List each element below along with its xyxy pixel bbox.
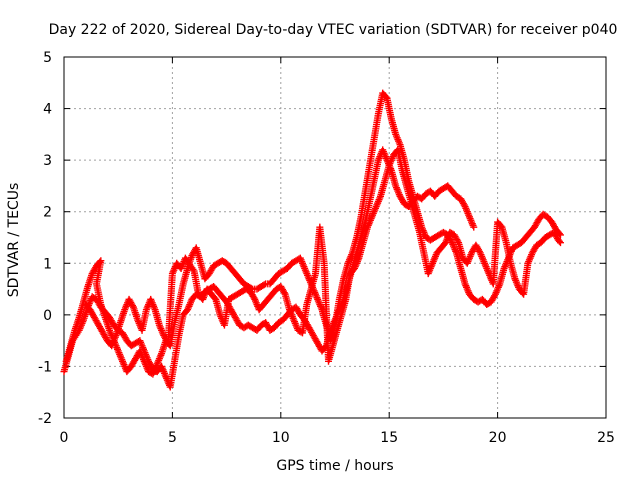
data-point bbox=[470, 223, 478, 231]
data-point bbox=[555, 237, 563, 245]
y-tick-label: 2 bbox=[43, 205, 52, 221]
x-tick-labels: 0 5 10 15 20 25 bbox=[60, 430, 615, 446]
x-tick-label: 25 bbox=[597, 430, 615, 446]
y-tick-label: 1 bbox=[43, 256, 52, 272]
x-tick-label: 10 bbox=[272, 430, 290, 446]
axis-ticks bbox=[63, 56, 607, 419]
x-tick-label: 15 bbox=[380, 430, 398, 446]
y-tick-label: -1 bbox=[38, 359, 52, 375]
data-point bbox=[497, 222, 505, 230]
data-point bbox=[211, 294, 219, 302]
data-point bbox=[280, 289, 288, 297]
data-point bbox=[260, 281, 268, 289]
y-axis-title: SDTVAR / TECUs bbox=[6, 183, 22, 298]
data-points bbox=[60, 89, 564, 391]
chart-title: Day 222 of 2020, Sidereal Day-to-day VTE… bbox=[49, 22, 618, 38]
y-tick-label: 0 bbox=[43, 308, 52, 324]
y-tick-label: -2 bbox=[38, 411, 52, 427]
x-axis-title: GPS time / hours bbox=[276, 458, 393, 474]
data-point bbox=[454, 237, 462, 245]
y-tick-label: 3 bbox=[43, 153, 52, 169]
y-tick-label: 4 bbox=[43, 102, 52, 118]
data-point bbox=[556, 239, 564, 247]
data-point bbox=[460, 201, 468, 209]
data-point bbox=[491, 292, 499, 300]
series-track-c bbox=[82, 146, 564, 365]
x-tick-label: 20 bbox=[489, 430, 507, 446]
x-tick-label: 0 bbox=[60, 430, 69, 446]
data-point bbox=[475, 247, 483, 255]
data-point bbox=[382, 93, 390, 101]
plot-frame bbox=[63, 56, 607, 419]
y-tick-labels: -2 -1 0 1 2 3 4 5 bbox=[38, 50, 52, 427]
data-point bbox=[250, 294, 258, 302]
y-tick-label: 5 bbox=[43, 50, 52, 66]
data-point bbox=[129, 302, 137, 310]
x-tick-label: 5 bbox=[168, 430, 177, 446]
data-point bbox=[189, 265, 197, 273]
